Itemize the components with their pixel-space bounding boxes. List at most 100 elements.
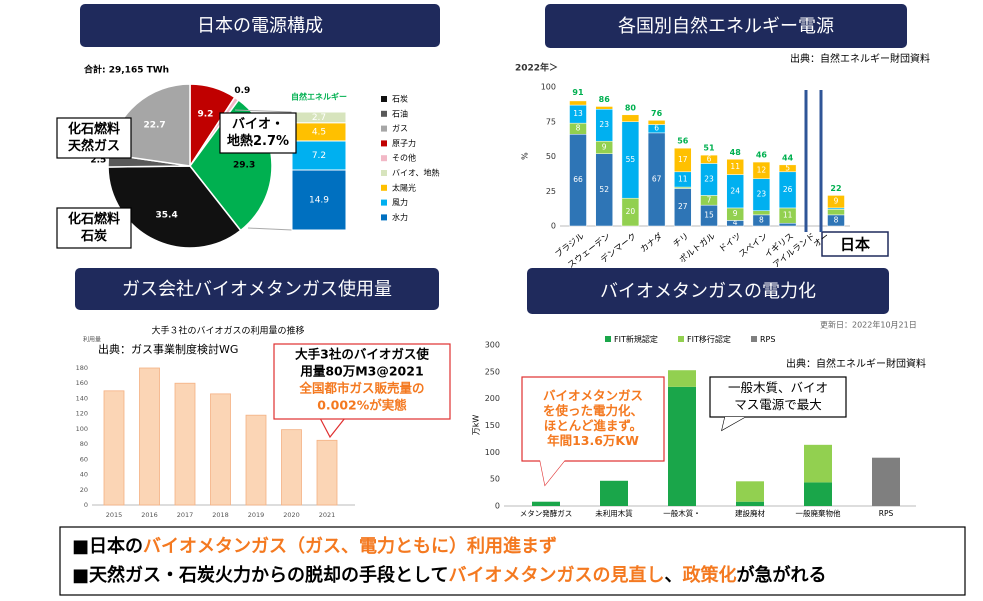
legend-label: 太陽光 bbox=[392, 182, 416, 192]
legend-label: ガス bbox=[392, 123, 408, 133]
bar-segment bbox=[804, 482, 832, 506]
panel-header bbox=[80, 4, 440, 47]
bar-segment bbox=[872, 457, 900, 506]
callout-text: マス電源で最大 bbox=[734, 397, 822, 412]
bar-segment bbox=[752, 210, 771, 216]
callout-text: 全国都市ガス販売量の bbox=[298, 381, 424, 396]
total-label: 86 bbox=[599, 95, 611, 104]
segment-label: 11 bbox=[678, 174, 688, 183]
legend-label: FIT移行認定 bbox=[687, 334, 731, 344]
segment-label: 9 bbox=[834, 197, 839, 206]
y-tick-label: 100 bbox=[76, 425, 88, 433]
summary-segment: ■日本の bbox=[72, 535, 143, 557]
segment-label: 11 bbox=[783, 211, 793, 220]
connector bbox=[247, 227, 293, 231]
slice-label: 9.2 bbox=[197, 110, 213, 120]
summary-segment: 政策化 bbox=[682, 564, 736, 586]
segment-label: 17 bbox=[678, 155, 688, 164]
segment-label: 8 bbox=[576, 124, 581, 133]
segment-label: 24 bbox=[730, 186, 740, 195]
panel-title: バイオメタンガスの電力化 bbox=[600, 281, 816, 302]
segment-label: 11 bbox=[730, 162, 740, 171]
connector bbox=[234, 109, 293, 113]
bar-segment bbox=[778, 164, 797, 173]
callout-text: 年間13.6万KW bbox=[547, 433, 639, 448]
x-tick-label: 2020 bbox=[283, 511, 300, 519]
segment-label: 67 bbox=[652, 174, 662, 183]
segment-label: 8 bbox=[834, 215, 839, 224]
summary-line: ■日本のバイオメタンガス（ガス、電力ともに）利用進まず bbox=[72, 535, 557, 557]
slice-label: 2.5 bbox=[90, 155, 106, 165]
x-tick-label: 2018 bbox=[212, 511, 229, 519]
y-tick-label: 75 bbox=[546, 117, 556, 126]
total-label: 46 bbox=[756, 151, 768, 160]
segment-label: 66 bbox=[573, 175, 583, 184]
legend-swatch bbox=[381, 155, 387, 162]
source: 出典：ガス事業制度検討WG bbox=[98, 342, 238, 356]
y-tick-label: 0 bbox=[495, 502, 500, 511]
bar-segment bbox=[726, 159, 744, 175]
callout-tail-cover bbox=[540, 460, 565, 485]
legend-swatch bbox=[678, 336, 684, 342]
y-tick-label: 200 bbox=[485, 394, 500, 403]
breakdown-label: 7.2 bbox=[312, 151, 326, 161]
breakdown-label: 14.9 bbox=[309, 195, 329, 205]
segment-label: 15 bbox=[704, 211, 714, 220]
bar-segment bbox=[736, 501, 764, 506]
total-label: 22 bbox=[830, 184, 841, 193]
segment-label: 23 bbox=[757, 190, 767, 199]
total-label: 48 bbox=[730, 148, 742, 157]
legend-label: 石炭 bbox=[392, 95, 408, 104]
x-tick-label: 未利用木質 bbox=[595, 508, 633, 518]
breakdown-segment bbox=[291, 140, 347, 171]
segment-label: 9 bbox=[602, 142, 607, 151]
bar-segment bbox=[674, 147, 692, 173]
y-tick-label: 100 bbox=[541, 83, 556, 92]
x-tick-label: 日本 bbox=[840, 236, 870, 254]
y-tick-label: 100 bbox=[485, 448, 500, 457]
panel-title: 日本の電源構成 bbox=[197, 16, 323, 37]
bar-segment bbox=[668, 370, 696, 387]
y-tick-label: 80 bbox=[80, 440, 88, 448]
callout-box bbox=[709, 376, 847, 418]
callout-box bbox=[273, 343, 451, 420]
legend-label: その他 bbox=[392, 153, 416, 163]
legend-label: 風力 bbox=[392, 197, 408, 207]
legend-swatch bbox=[381, 140, 387, 147]
legend-swatch bbox=[381, 170, 387, 176]
total-label: 51 bbox=[703, 144, 715, 153]
bar-segment bbox=[700, 154, 718, 164]
breakdown-label: 4.5 bbox=[312, 127, 326, 137]
y-tick-label: 300 bbox=[485, 341, 500, 350]
bar bbox=[103, 390, 125, 506]
y-tick-label: 20 bbox=[80, 486, 88, 494]
summary-segment: 、 bbox=[664, 565, 682, 586]
segment-label: 8 bbox=[759, 215, 764, 224]
legend-swatch bbox=[751, 336, 757, 342]
callout-text: バイオメタンガス bbox=[543, 388, 643, 403]
bar-segment bbox=[778, 222, 797, 227]
legend-swatch bbox=[381, 125, 387, 132]
bar-segment bbox=[752, 161, 771, 179]
total-label: 80 bbox=[625, 103, 637, 112]
callout-text: バイオ・ bbox=[232, 117, 284, 132]
legend-label: バイオ、地熱 bbox=[392, 168, 440, 178]
y-axis-title: % bbox=[521, 152, 530, 160]
panel-title: 各国別自然エネルギー電源 bbox=[618, 16, 834, 37]
callout-text: 化石燃料 bbox=[68, 211, 120, 227]
breakdown-segment bbox=[291, 169, 347, 231]
segment-label: 9 bbox=[733, 209, 738, 218]
callout-text: 0.002%が実態 bbox=[317, 398, 407, 413]
panel-header bbox=[527, 268, 889, 314]
callout-box bbox=[219, 112, 297, 154]
callout-text: 天然ガス bbox=[68, 138, 120, 154]
source: 出典：自然エネルギー財団資料 bbox=[790, 52, 930, 65]
segment-label: 4 bbox=[733, 218, 738, 227]
legend-label: FIT新規認定 bbox=[614, 334, 658, 344]
legend-label: 原子力 bbox=[392, 138, 416, 148]
breakdown-label: 2.7 bbox=[312, 113, 326, 123]
segment-label: 23 bbox=[599, 120, 609, 129]
callout-tail-cover bbox=[722, 417, 745, 430]
y-tick-label: 160 bbox=[76, 379, 88, 387]
x-tick-label: 2016 bbox=[141, 511, 158, 519]
